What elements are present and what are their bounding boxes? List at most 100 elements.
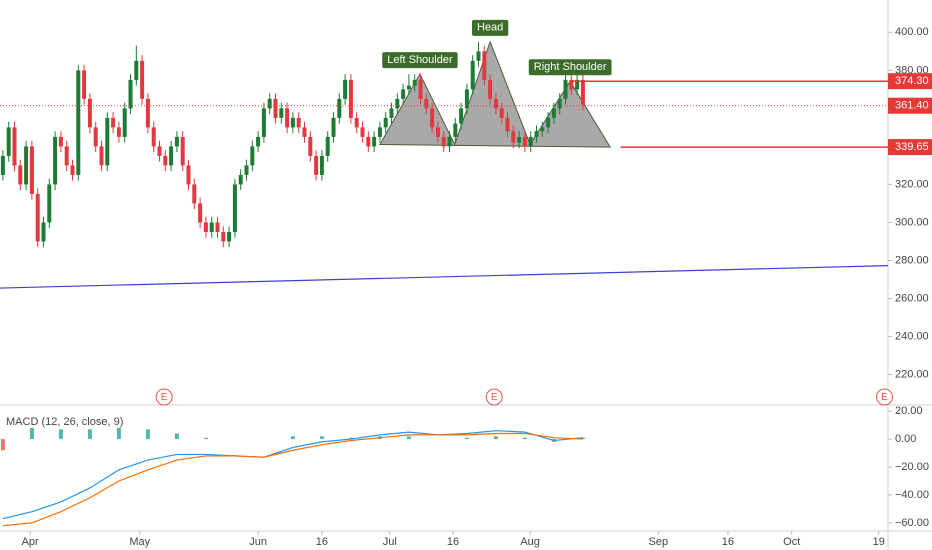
candle-body: [0, 155, 5, 175]
candle-body: [203, 222, 208, 232]
y-tick-label: 220.00: [895, 368, 929, 380]
candle-body: [366, 136, 371, 147]
candle-body: [198, 203, 203, 223]
x-tick-label: Sep: [649, 536, 669, 548]
trend-line: [0, 265, 889, 289]
histogram-bar: [29, 427, 34, 440]
candle-body: [563, 79, 568, 99]
price-label: 361.40: [895, 100, 929, 112]
annotation-box: [471, 19, 509, 36]
candle-body: [534, 131, 539, 137]
candle-body: [331, 117, 336, 137]
candle-body: [87, 98, 92, 128]
x-tick-label: Jul: [383, 536, 397, 548]
candle-body: [580, 79, 585, 105]
candle-body: [238, 174, 243, 185]
candle-body: [453, 123, 458, 137]
candle-body: [383, 117, 388, 128]
y-tick-label: 0.00: [895, 433, 916, 445]
candle-body: [517, 136, 522, 143]
histogram-bar: [464, 437, 469, 440]
candle-body: [377, 127, 382, 137]
candle-body: [401, 89, 406, 99]
candle-body: [325, 136, 330, 156]
histogram-bar: [319, 436, 324, 440]
candle-body: [82, 70, 87, 99]
candle-body: [435, 127, 440, 137]
candle-body: [70, 165, 75, 175]
candle-body: [6, 127, 11, 156]
x-tick-label: Oct: [783, 536, 800, 548]
candle-body: [122, 108, 127, 137]
candle-body: [116, 127, 121, 137]
candle-body: [430, 108, 435, 128]
candle-body: [424, 98, 429, 109]
macd-title: MACD (12, 26, close, 9): [6, 416, 123, 428]
histogram-bar: [145, 429, 150, 440]
candle-body: [488, 79, 493, 99]
x-tick-label: May: [129, 536, 150, 548]
candle-body: [221, 231, 226, 242]
candle-body: [290, 117, 295, 128]
histogram-bar: [116, 427, 121, 440]
candle-body: [93, 127, 98, 147]
candle-body: [395, 98, 400, 109]
candle-body: [528, 136, 533, 147]
candle-body: [343, 79, 348, 99]
candle-body: [296, 117, 301, 128]
candle-body: [522, 136, 527, 147]
y-tick-label: 300.00: [895, 216, 929, 228]
candle-body: [232, 184, 237, 232]
price-label: 339.65: [895, 141, 929, 153]
candle-body: [12, 127, 17, 166]
candle-body: [354, 117, 359, 128]
histogram-bar: [87, 429, 92, 440]
histogram-bar: [348, 437, 353, 440]
earnings-marker: [485, 388, 503, 406]
candle-body: [53, 136, 58, 185]
histogram-bar: [290, 436, 295, 440]
macd-line: [2, 430, 583, 520]
candle-body: [134, 60, 139, 80]
candle-body: [140, 60, 145, 99]
candle-body: [180, 136, 185, 166]
candle-body: [459, 108, 464, 124]
histogram-bar: [174, 433, 179, 440]
candle-body: [186, 165, 191, 185]
candle-body: [372, 136, 377, 147]
earnings-label: E: [161, 392, 168, 403]
candle-body: [105, 117, 110, 166]
y-tick-label: 240.00: [895, 330, 929, 342]
price-label-box: [888, 73, 932, 90]
candle-body: [76, 70, 81, 175]
candle-body: [261, 108, 266, 137]
candle-body: [389, 108, 394, 118]
price-label-box: [888, 97, 932, 114]
histogram-bar: [493, 436, 498, 440]
candle-body: [279, 108, 284, 118]
y-tick-label: 320.00: [895, 178, 929, 190]
candle-body: [540, 127, 545, 132]
candle-body: [464, 89, 469, 109]
x-tick-label: Jun: [249, 536, 267, 548]
earnings-marker: [155, 388, 173, 406]
candle-body: [412, 79, 417, 86]
histogram-bar: [203, 437, 208, 440]
x-tick-label: Apr: [22, 536, 39, 548]
candle-body: [406, 85, 411, 90]
candle-body: [551, 108, 556, 118]
candle-body: [546, 117, 551, 128]
y-tick-label: 280.00: [895, 254, 929, 266]
candle-body: [505, 117, 510, 132]
candle-body: [99, 146, 104, 166]
candle-body: [244, 165, 249, 175]
candle-body: [41, 222, 46, 242]
y-tick-label: 260.00: [895, 292, 929, 304]
candle-body: [447, 136, 452, 147]
candle-body: [192, 184, 197, 204]
head-shoulders-pattern: [379, 40, 612, 148]
y-tick-label: 400.00: [895, 26, 929, 38]
candle-body: [169, 146, 174, 166]
candle-body: [285, 108, 290, 128]
